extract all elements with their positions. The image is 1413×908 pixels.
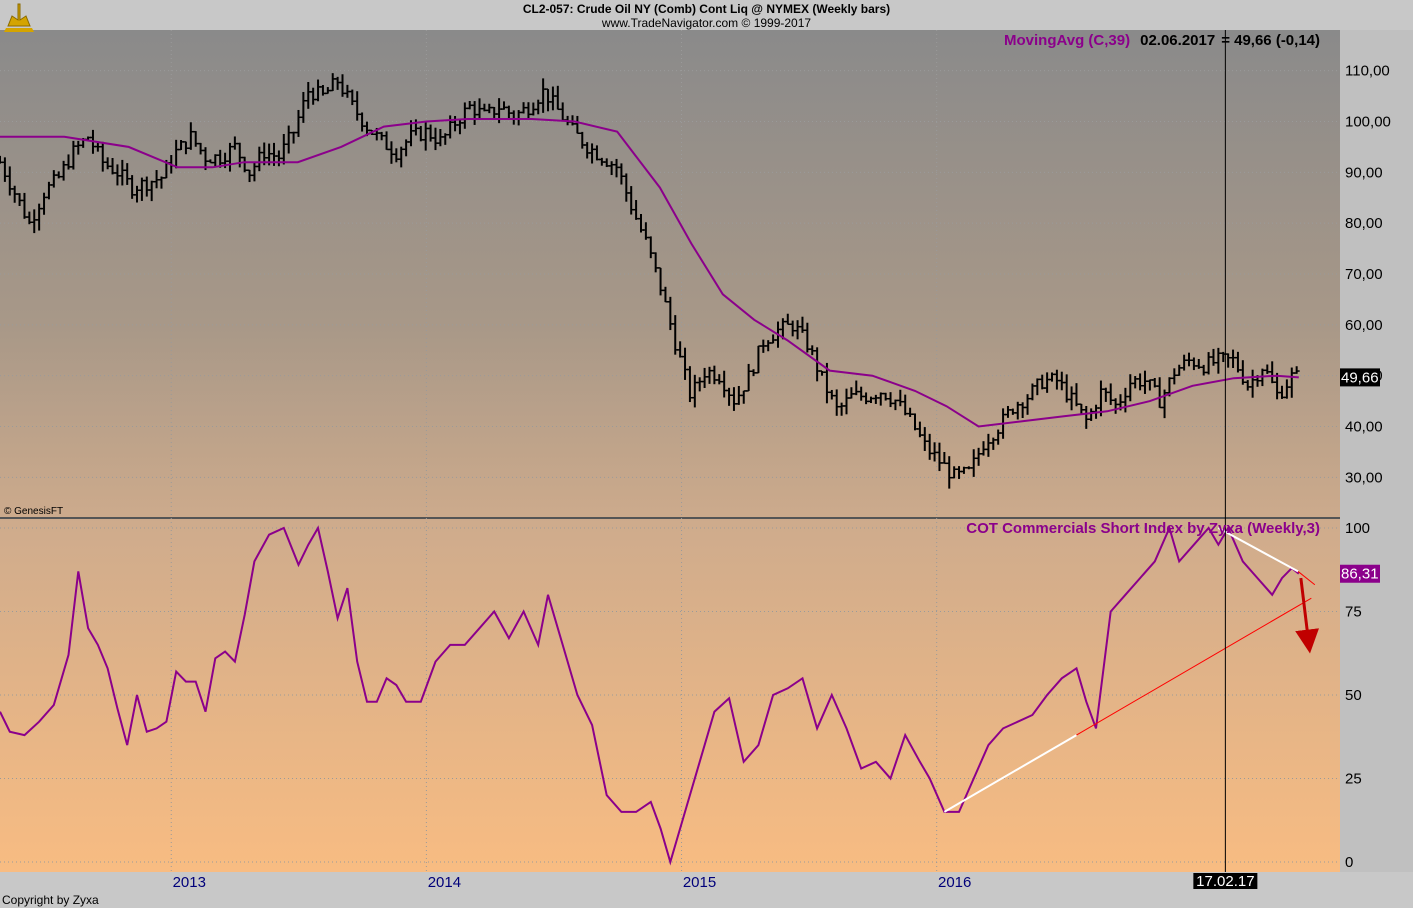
resistance-trendline-white — [1217, 527, 1299, 573]
price-y-tick-label: 80,00 — [1345, 215, 1383, 232]
cot-last-value-label: 86,31 — [1341, 566, 1379, 583]
x-year-tick-label: 2014 — [428, 874, 461, 891]
chart-subtitle: www.TradeNavigator.com © 1999-2017 — [601, 16, 812, 30]
price-y-tick-label: 100,00 — [1345, 114, 1391, 131]
price-y-tick-label: 90,00 — [1345, 164, 1383, 181]
plot-background — [0, 30, 1340, 872]
logo-shape — [7, 3, 31, 27]
price-legend: MovingAvg (C,39) 02.06.2017 = 49,66 (-0,14… — [1004, 32, 1320, 49]
grid-lines — [0, 30, 1340, 872]
price-y-tick-label: 40,00 — [1345, 419, 1383, 436]
moving-average-line — [0, 118, 1299, 428]
bottom-axis-background — [0, 872, 1413, 908]
trendlines — [943, 527, 1320, 813]
cot-y-tick-label: 50 — [1345, 687, 1362, 704]
chart-title: CL2-057: Crude Oil NY (Comb) Cont Liq @ … — [522, 2, 891, 16]
cot-y-tick-label: 100 — [1345, 520, 1370, 537]
logo-base — [4, 28, 34, 32]
right-axis-background — [1340, 30, 1413, 872]
cot-y-tick-label: 0 — [1345, 854, 1353, 871]
down-arrow — [1295, 577, 1320, 654]
copyright-text: Copyright by Zyxa — [2, 893, 99, 907]
x-year-tick-label: 2013 — [173, 874, 206, 891]
price-y-tick-label: 60,00 — [1345, 317, 1383, 334]
support-trendline-white — [943, 734, 1077, 813]
resistance-trendline-red — [1297, 571, 1316, 586]
indicator-legend: COT Commercials Short Index by Zyxa (Wee… — [966, 520, 1320, 537]
cot-y-tick-label: 25 — [1345, 770, 1362, 787]
x-year-tick-label: 2015 — [683, 874, 716, 891]
support-trendline-red — [1076, 597, 1312, 736]
price-last-value-bg — [1340, 368, 1380, 387]
price-bars — [0, 73, 1300, 489]
cot-index-line — [0, 525, 1300, 866]
cot-y-tick-label: 75 — [1345, 604, 1362, 621]
price-y-tick-label: 30,00 — [1345, 469, 1383, 486]
cursor-date-label: 17.02.17 — [1196, 873, 1254, 890]
price-last-value-label: 49,66 — [1341, 369, 1379, 386]
price-y-tick-label: 110,00 — [1345, 63, 1390, 80]
cot-last-value-bg — [1340, 564, 1380, 583]
logo-icon — [4, 3, 34, 32]
cursor-date-label-bg — [1193, 873, 1258, 889]
price-y-tick-label: 70,00 — [1345, 266, 1383, 283]
axis-labels: 110,00100,0090,0080,0070,0060,0050,0040,… — [4, 3, 1391, 891]
watermark: © GenesisFT — [4, 506, 63, 517]
x-year-tick-label: 2016 — [938, 874, 971, 891]
